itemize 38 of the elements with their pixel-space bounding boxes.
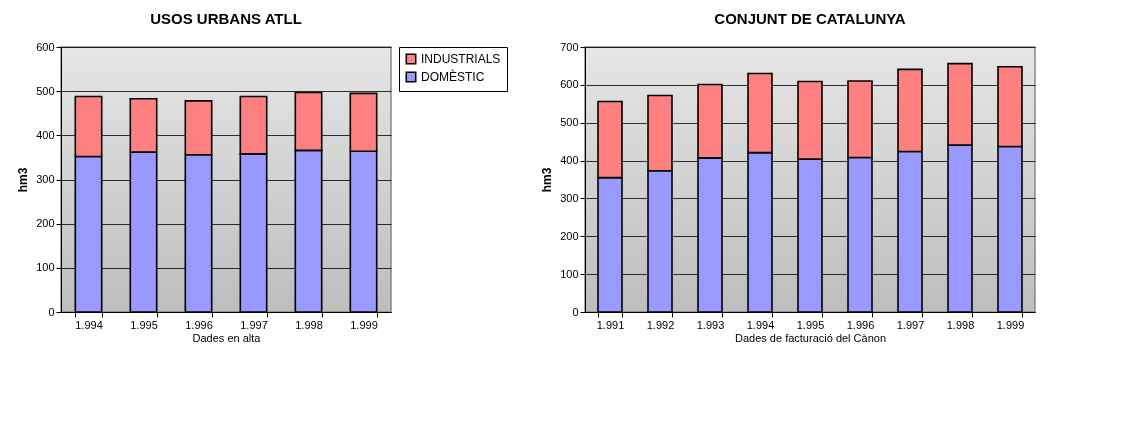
- x-tick-label: 1.995: [796, 318, 825, 331]
- x-tick-label: 1.998: [295, 318, 323, 331]
- y-tick-label: 300: [36, 173, 55, 185]
- y-tick-label: 400: [560, 154, 579, 167]
- legend-label: DOMÈSTIC: [421, 69, 485, 84]
- y-tick-label: 100: [36, 261, 55, 274]
- chart-title: USOS URBANS ATLL: [150, 10, 302, 27]
- x-tick-label: 1.997: [896, 318, 925, 331]
- x-tick-label: 1.999: [996, 318, 1025, 331]
- y-tick-label: 0: [572, 305, 579, 318]
- y-tick-label: 400: [36, 128, 55, 141]
- y-tick-label: 200: [560, 229, 579, 242]
- x-tick-label: 1.998: [946, 318, 975, 331]
- chart-title: CONJUNT DE CATALUNYA: [714, 10, 906, 27]
- x-tick-label: 1.994: [746, 318, 775, 331]
- y-tick-label: 600: [560, 78, 579, 91]
- x-tick-label: 1.996: [185, 318, 213, 331]
- x-tick-label: 1.999: [350, 318, 378, 331]
- x-tick-label: 1.993: [696, 318, 725, 331]
- x-tick-label: 1.996: [846, 318, 875, 331]
- x-axis-title: Dades de facturació del Cànon: [734, 331, 887, 344]
- y-tick-label: 700: [560, 40, 579, 53]
- y-axis-title: hm3: [540, 167, 555, 193]
- y-tick-label: 300: [560, 191, 579, 204]
- y-tick-label: 0: [48, 305, 55, 318]
- y-tick-label: 500: [560, 116, 579, 129]
- x-tick-label: 1.992: [646, 318, 675, 331]
- legend-label: INDUSTRIALS: [421, 52, 501, 66]
- x-axis-title: Dades en alta: [192, 331, 262, 344]
- y-tick-label: 600: [36, 40, 55, 53]
- y-axis-title: hm3: [16, 167, 31, 193]
- y-tick-label: 100: [560, 267, 579, 280]
- y-tick-label: 500: [36, 84, 55, 97]
- x-tick-label: 1.994: [75, 318, 103, 331]
- x-tick-label: 1.991: [596, 318, 625, 331]
- x-tick-label: 1.997: [240, 318, 268, 331]
- y-tick-label: 200: [36, 217, 55, 230]
- x-tick-label: 1.995: [130, 318, 158, 331]
